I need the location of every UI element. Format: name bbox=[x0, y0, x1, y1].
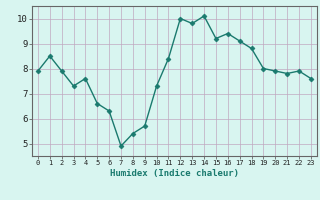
X-axis label: Humidex (Indice chaleur): Humidex (Indice chaleur) bbox=[110, 169, 239, 178]
